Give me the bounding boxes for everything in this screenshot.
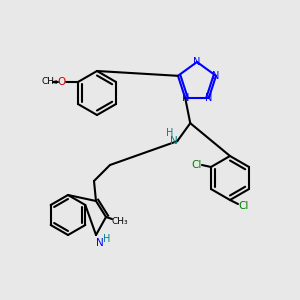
Text: N: N <box>170 136 178 146</box>
Text: N: N <box>205 93 212 103</box>
Text: CH₃: CH₃ <box>42 77 58 86</box>
Text: O: O <box>58 77 66 87</box>
Text: N: N <box>96 238 104 248</box>
Text: Cl: Cl <box>239 201 249 211</box>
Text: N: N <box>212 71 220 81</box>
Text: CH₃: CH₃ <box>112 217 128 226</box>
Text: Cl: Cl <box>192 160 202 170</box>
Text: N: N <box>182 93 189 103</box>
Text: H: H <box>166 128 173 138</box>
Text: H: H <box>103 234 111 244</box>
Text: N: N <box>193 57 201 67</box>
